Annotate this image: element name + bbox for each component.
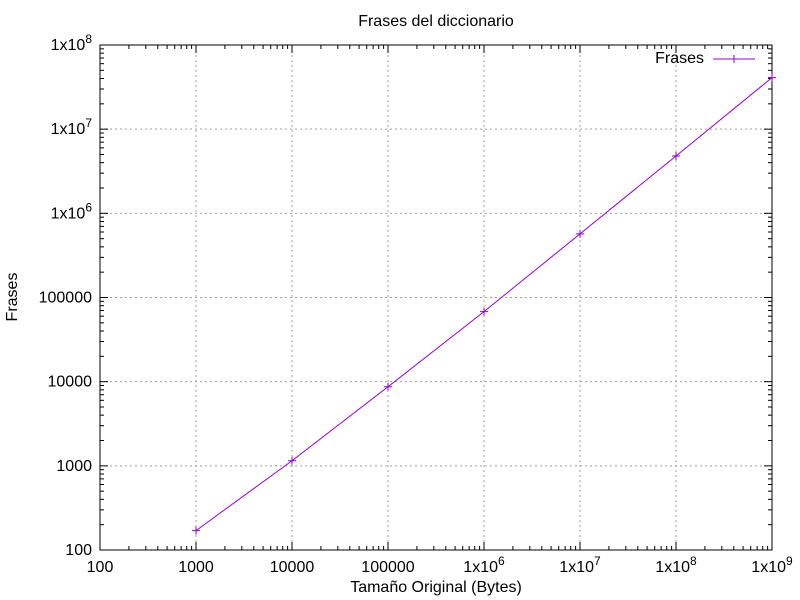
y-tick-label: 1000 [56, 458, 92, 475]
y-tick-label: 10000 [48, 374, 93, 391]
legend: Frases [655, 50, 755, 67]
data-point-marker [384, 382, 392, 391]
grid [100, 45, 772, 550]
x-tick-label: 1x109 [751, 554, 793, 576]
data-point-marker [480, 307, 488, 316]
y-tick-label: 1x106 [51, 200, 93, 222]
tick-labels: 100 1000 10000 100000 1x106 1x107 1x108 1x109 10… [39, 32, 793, 576]
data-point-marker [192, 526, 200, 535]
legend-label: Frases [655, 50, 704, 67]
data-point-marker [672, 151, 680, 160]
y-tick-label: 1x107 [51, 116, 93, 138]
x-tick-label: 1x107 [559, 554, 601, 576]
chart-title: Frases del diccionario [358, 13, 514, 30]
y-tick-label: 1x108 [51, 32, 93, 54]
x-tick-label: 10000 [270, 559, 315, 576]
data-point-marker [576, 229, 584, 238]
data-point-marker [768, 73, 776, 82]
x-tick-label: 100 [87, 559, 114, 576]
x-tick-label: 1x108 [655, 554, 697, 576]
y-axis-label: Frases [4, 273, 21, 322]
x-tick-label: 1x106 [463, 554, 505, 576]
x-tick-label: 1000 [178, 559, 214, 576]
x-tick-label: 100000 [361, 559, 414, 576]
series-layer [192, 73, 776, 535]
y-tick-label: 100 [65, 542, 92, 559]
plot-frame [99, 44, 773, 551]
axis-ticks [99, 44, 773, 551]
x-axis-label: Tamaño Original (Bytes) [350, 579, 522, 596]
legend-marker [730, 55, 738, 63]
data-point-marker [288, 456, 296, 465]
y-tick-label: 100000 [39, 290, 92, 307]
